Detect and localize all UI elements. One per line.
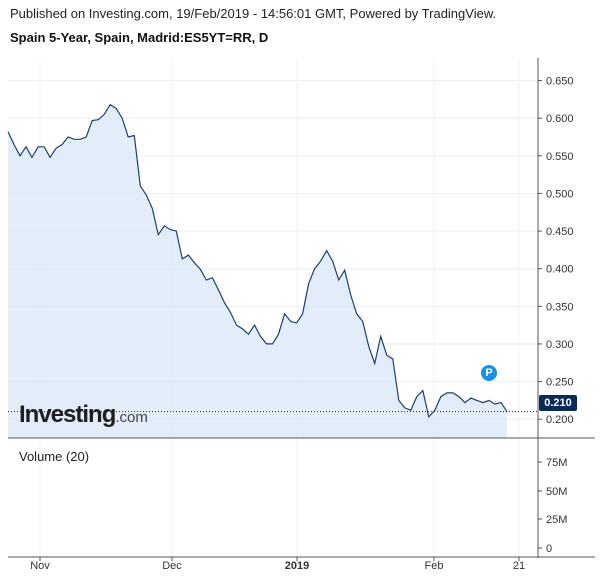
series-area-fill <box>8 104 507 438</box>
series-line <box>7 103 508 419</box>
chart-title: Spain 5-Year, Spain, Madrid:ES5YT=RR, D <box>10 30 269 45</box>
y-tick-label: 0.600 <box>546 113 574 125</box>
p-marker-icon[interactable]: P <box>481 365 497 381</box>
volume-tick-label: 25M <box>546 514 567 526</box>
y-tick-label: 0.500 <box>546 188 574 200</box>
investing-logo: Investing.com <box>19 401 148 428</box>
published-header: Published on Investing.com, 19/Feb/2019 … <box>10 6 497 21</box>
y-tick-label: 0.450 <box>546 226 574 238</box>
y-tick-label: 0.300 <box>546 339 574 351</box>
volume-label: Volume (20) <box>19 449 90 464</box>
y-tick-label: 0.200 <box>546 414 574 426</box>
x-tick-label: Dec <box>162 560 182 572</box>
volume-tick-label: 75M <box>546 457 567 469</box>
x-tick-label: 2019 <box>285 560 309 572</box>
y-tick-label: 0.650 <box>546 76 574 88</box>
y-tick-label: 0.400 <box>546 264 574 276</box>
volume-tick-label: 50M <box>546 486 567 498</box>
volume-tick-label: 0 <box>546 543 552 555</box>
current-price-tag: 0.210 <box>539 395 577 411</box>
y-tick-label: 0.550 <box>546 151 574 163</box>
y-tick-label: 0.350 <box>546 301 574 313</box>
x-tick-label: 21 <box>513 560 525 572</box>
x-tick-label: Nov <box>30 560 50 572</box>
y-tick-label: 0.250 <box>546 377 574 389</box>
x-tick-label: Feb <box>425 560 444 572</box>
